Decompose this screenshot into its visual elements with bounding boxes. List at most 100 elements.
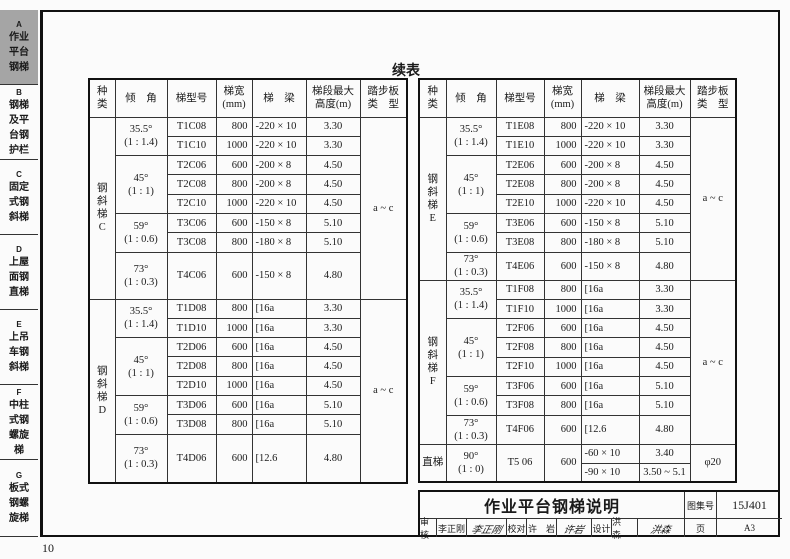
model-cell: T2D10 — [166, 375, 217, 397]
table-row: 钢斜梯 D 35.5° (1 : 1.4) T1D08 800 [16a 3.30 a ~ c — [88, 298, 408, 484]
section-title-line: 上屋 — [9, 257, 29, 268]
table-row: 45° (1 : 1) T2D06 600 [16a 4.50 — [89, 337, 407, 397]
category-char: 梯 — [427, 199, 439, 211]
width-cell: 600 — [215, 395, 253, 416]
category-cell: 直梯 — [418, 443, 447, 483]
section-title-line: 式钢 — [9, 414, 29, 426]
model-cell: T2E10 — [495, 193, 545, 214]
model-cell: T1C10 — [166, 135, 217, 157]
beam-cell: -180 × 8 — [580, 232, 640, 253]
table-row: -90 × 10 3.50 ~ 5.1 — [419, 462, 736, 483]
table-row: 钢斜梯 C 35.5° (1 : 1.4) T1C08 800 -220 × 10 3.30… — [88, 116, 408, 300]
model-cell: T3C08 — [166, 232, 217, 253]
width-cell: 800 — [543, 232, 582, 253]
review-label: 审核 — [420, 517, 437, 540]
width-cell: 600 — [543, 212, 582, 234]
beam-cell: [16a — [580, 279, 640, 300]
table-row: 73° (1 : 0.3) T4D06 600 [12.6 4.80 — [89, 433, 407, 484]
table-row: 45° (1 : 1) T2E06 600 -200 × 8 4.50 — [419, 155, 736, 214]
section-title-line: 式钢 — [9, 197, 29, 208]
sidebar-section-g[interactable]: G 板式 钢螺 旋梯 — [0, 460, 38, 537]
max-height-cell: 4.80 — [638, 251, 691, 281]
angle-cell: 45° (1 : 1) — [445, 318, 497, 378]
width-cell: 600 — [215, 212, 253, 234]
beam-cell: [16a — [251, 356, 307, 377]
column-header: 梯段最大 高度(m) — [305, 78, 361, 118]
column-header: 梯宽 (mm) — [215, 78, 253, 118]
sidebar-section-a[interactable]: A 作业 平台 钢梯 — [0, 10, 38, 85]
model-cell: T1E10 — [495, 135, 545, 157]
section-title-line: 护栏 — [9, 144, 29, 156]
section-title-line: 斜梯 — [9, 212, 29, 223]
angle-cell: 59° (1 : 0.6) — [114, 395, 168, 435]
section-title-line: 旋梯 — [9, 513, 29, 524]
sidebar-section-f[interactable]: F 中柱 式钢 螺旋梯 — [0, 385, 38, 460]
section-title-line: 面钢 — [9, 272, 29, 283]
max-height-cell: 4.50 — [638, 318, 691, 339]
section-title-line: 钢梯 — [9, 62, 29, 73]
column-header: 踏步板 类 型 — [689, 78, 737, 118]
category-char: 梯 — [427, 363, 439, 375]
max-height-cell: 5.10 — [305, 232, 361, 253]
max-height-cell: 4.50 — [638, 193, 691, 214]
beam-cell: [16a — [251, 395, 307, 416]
sidebar-section-e[interactable]: E 上吊 车钢 斜梯 — [0, 310, 38, 385]
table-row: T3E08 800 -180 × 8 5.10 — [419, 232, 736, 253]
table-row: T1C10 1000 -220 × 10 3.30 — [89, 135, 407, 157]
table-row: T1E10 1000 -220 × 10 3.30 — [419, 135, 736, 157]
column-header: 梯段最大 高度(m) — [638, 78, 691, 118]
table-row: 钢斜梯 E 35.5° (1 : 1.4) T1E08 800 -220 × 10 3.30… — [418, 116, 737, 281]
drawing-title: 作业平台钢梯说明 — [420, 492, 685, 519]
table-row: 59° (1 : 0.6) T3E06 600 -150 × 8 5.10 — [419, 212, 736, 253]
beam-cell: -90 × 10 — [580, 462, 640, 483]
max-height-cell: 4.50 — [638, 155, 691, 176]
angle-cell: 90° (1 : 0) — [445, 443, 497, 483]
table-caption: 续表 — [392, 62, 420, 78]
max-height-cell: 4.50 — [305, 155, 361, 176]
category-char: E — [429, 212, 436, 224]
sidebar-section-b[interactable]: B 钢梯 及平 台钢 护栏 — [0, 85, 38, 160]
beam-cell: -150 × 8 — [580, 251, 640, 281]
model-cell: T2F06 — [495, 318, 545, 339]
model-cell: T2F10 — [495, 356, 545, 378]
width-cell: 600 — [215, 337, 253, 358]
beam-cell: -150 × 8 — [251, 251, 307, 300]
angle-cell: 59° (1 : 0.6) — [445, 212, 497, 253]
section-title-line: 直梯 — [9, 287, 29, 298]
model-cell: T2F08 — [495, 337, 545, 358]
width-cell: 1000 — [543, 135, 582, 157]
angle-cell: 73° (1 : 0.3) — [445, 251, 497, 281]
beam-cell: -150 × 8 — [580, 212, 640, 234]
width-cell: 1000 — [215, 135, 253, 157]
width-cell: 800 — [543, 116, 582, 137]
reviewer-signature: 李正刚 — [467, 519, 507, 537]
beam-cell: [16a — [251, 414, 307, 435]
atlas-label: 图集号 — [685, 492, 717, 519]
width-cell: 800 — [543, 174, 582, 195]
model-cell: T1D10 — [166, 317, 217, 339]
column-header: 梯宽 (mm) — [543, 78, 582, 118]
angle-cell: 73° (1 : 0.3) — [114, 433, 168, 484]
category-char: F — [429, 376, 436, 388]
table-row: T3F08 800 [16a 5.10 — [419, 395, 736, 416]
designer-signature: 洪森 — [638, 519, 685, 537]
section-letter: F — [16, 387, 22, 397]
section-title-line: 台钢 — [9, 129, 29, 141]
model-cell: T2E08 — [495, 174, 545, 195]
sidebar-section-d[interactable]: D 上屋 面钢 直梯 — [0, 235, 38, 310]
max-height-cell: 3.30 — [305, 135, 361, 157]
table-row: T2E08 800 -200 × 8 4.50 — [419, 174, 736, 195]
angle-cell: 35.5° (1 : 1.4) — [114, 116, 168, 157]
width-cell: 1000 — [543, 298, 582, 320]
beam-cell: [16a — [580, 337, 640, 358]
angle-cell: 73° (1 : 0.3) — [445, 414, 497, 445]
section-title-line: 车钢 — [9, 347, 29, 358]
sidebar-section-c[interactable]: C 固定 式钢 斜梯 — [0, 160, 38, 235]
category-char: 钢 — [97, 365, 108, 377]
chapter-sidebar: A 作业 平台 钢梯 B 钢梯 及平 台钢 护栏 C 固定 式钢 斜梯 D 上屋 面钢 直梯 E 上吊 车钢 斜梯 F 中柱… — [0, 10, 40, 537]
model-cell: T4C06 — [166, 251, 217, 300]
section-title-line: 作业 — [9, 32, 29, 43]
model-cell: T1C08 — [166, 116, 217, 137]
width-cell: 600 — [543, 155, 582, 176]
